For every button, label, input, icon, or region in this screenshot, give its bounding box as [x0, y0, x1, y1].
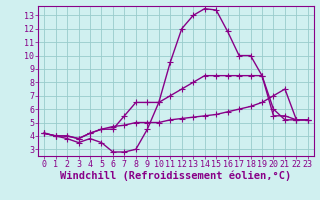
- X-axis label: Windchill (Refroidissement éolien,°C): Windchill (Refroidissement éolien,°C): [60, 171, 292, 181]
